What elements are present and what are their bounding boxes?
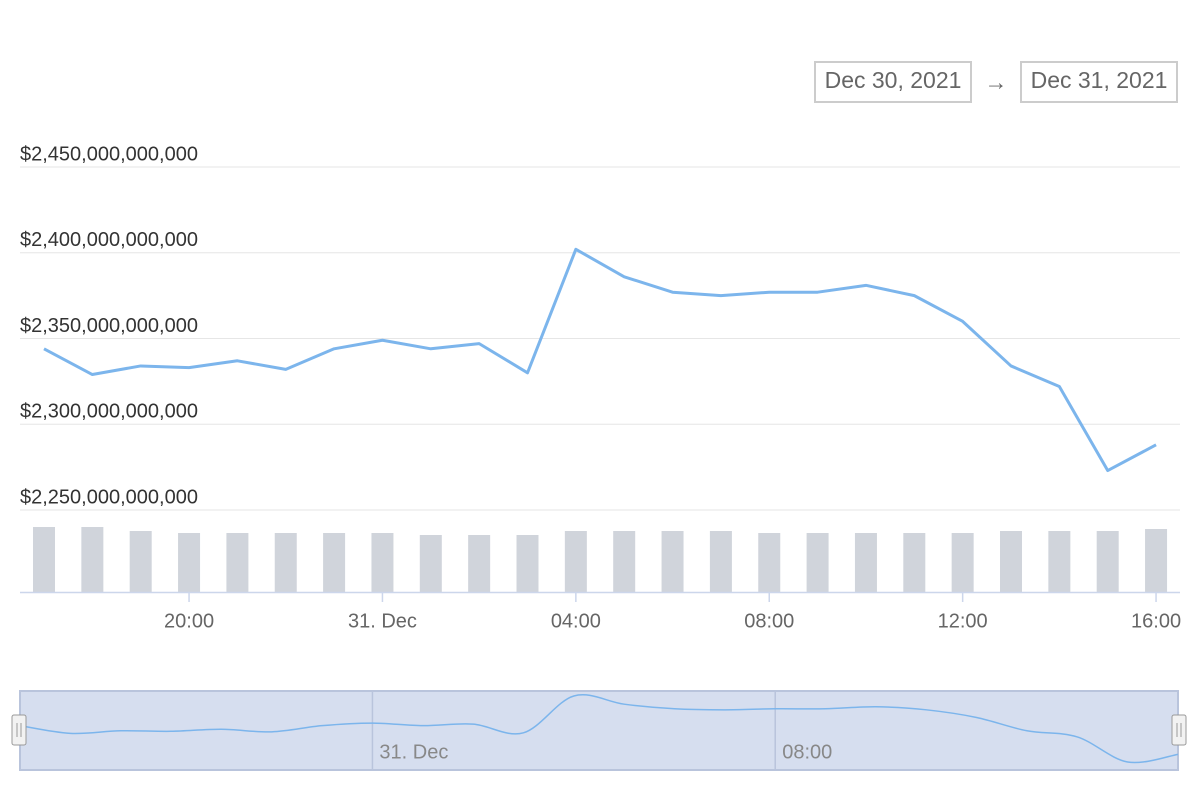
volume-bar bbox=[903, 533, 926, 592]
volume-bar bbox=[33, 527, 55, 592]
range-separator: → bbox=[985, 69, 1008, 95]
navigator-handle[interactable] bbox=[1171, 714, 1187, 746]
x-tick-label: 04:00 bbox=[551, 610, 601, 632]
volume-bar bbox=[274, 533, 297, 592]
volume-bar bbox=[468, 535, 491, 592]
volume-bar bbox=[1000, 531, 1022, 592]
y-tick-label: $2,350,000,000,000 bbox=[20, 315, 198, 337]
volume-bar bbox=[661, 531, 684, 592]
volume-bar bbox=[854, 533, 877, 592]
volume-bar bbox=[226, 533, 249, 592]
price-line bbox=[43, 247, 1157, 473]
volume-bar bbox=[129, 531, 152, 592]
y-tick-label: $2,300,000,000,000 bbox=[20, 401, 198, 423]
x-tick-label: 31. Dec bbox=[348, 610, 417, 632]
volume-bar bbox=[419, 535, 442, 592]
range-end[interactable]: Dec 31, 2021 bbox=[1031, 67, 1168, 93]
range-start[interactable]: Dec 30, 2021 bbox=[825, 67, 962, 93]
volume-bar bbox=[1145, 529, 1168, 592]
x-tick-label: 12:00 bbox=[938, 610, 988, 632]
x-tick-label: 20:00 bbox=[164, 610, 214, 632]
volume-bar bbox=[564, 531, 587, 592]
navigator-handle[interactable] bbox=[11, 714, 27, 746]
volume-bar bbox=[806, 533, 829, 592]
y-tick-label: $2,450,000,000,000 bbox=[20, 143, 198, 165]
volume-bar bbox=[516, 535, 539, 592]
navigator-label: 31. Dec bbox=[379, 741, 448, 763]
navigator-line bbox=[19, 694, 1179, 764]
date-input[interactable] bbox=[1020, 61, 1178, 103]
volume-bar bbox=[758, 533, 781, 592]
handle-body bbox=[1171, 714, 1187, 746]
x-tick-label: 16:00 bbox=[1131, 610, 1181, 632]
volume-bar bbox=[951, 533, 974, 592]
volume-bar bbox=[1048, 531, 1071, 592]
volume-bar bbox=[613, 531, 636, 592]
date-input[interactable] bbox=[814, 61, 972, 103]
volume-bar bbox=[178, 533, 201, 592]
volume-bar bbox=[323, 533, 346, 592]
volume-bar bbox=[371, 533, 394, 592]
x-tick-label: 08:00 bbox=[744, 610, 794, 632]
volume-bar bbox=[709, 531, 732, 592]
y-tick-label: $2,400,000,000,000 bbox=[20, 229, 198, 251]
navigator-label: 08:00 bbox=[782, 741, 832, 763]
navigator-mask bbox=[19, 690, 1179, 771]
volume-bar bbox=[1096, 531, 1119, 592]
volume-bar bbox=[81, 527, 104, 592]
handle-body bbox=[11, 714, 27, 746]
y-tick-label: $2,250,000,000,000 bbox=[20, 486, 198, 508]
